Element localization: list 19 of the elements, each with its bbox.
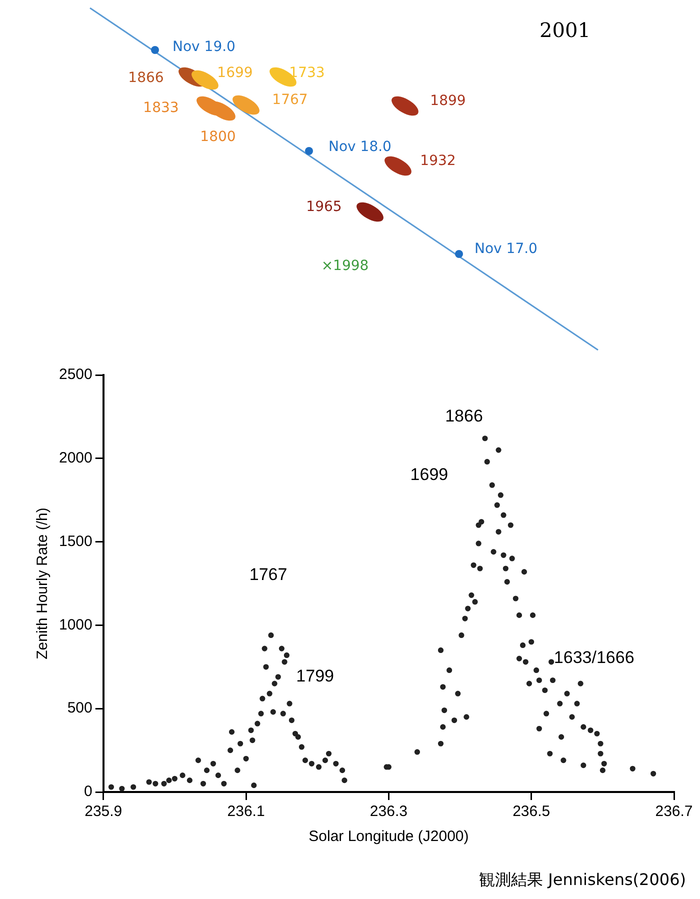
annotation: 1799 [296,666,334,686]
y-tick-label: 1000 [58,616,92,634]
y-tick-label: 0 [84,783,92,800]
annotation: 1866 [445,406,483,426]
annotation: 1699 [410,464,448,484]
text: 観測結果 Jenniskens(2006) [479,870,686,891]
annotation: 1767 [249,564,288,584]
y-tick-label: 500 [67,700,92,717]
x-tick-label: 236.5 [512,803,550,820]
y-tick-label: 2500 [58,366,92,384]
x-tick-label: 236.7 [655,803,693,820]
x-axis-title: Solar Longitude (J2000) [308,828,469,846]
y-tick-label: 2000 [58,450,92,467]
x-tick-label: 236.3 [370,803,408,820]
x-tick-label: 236.1 [227,803,265,820]
annotation: 1633/1666 [554,648,634,668]
y-axis-title: Zenith Hourly Rate (/h) [34,508,52,660]
y-tick-label: 1500 [58,532,92,550]
x-tick-label: 235.9 [84,803,122,820]
